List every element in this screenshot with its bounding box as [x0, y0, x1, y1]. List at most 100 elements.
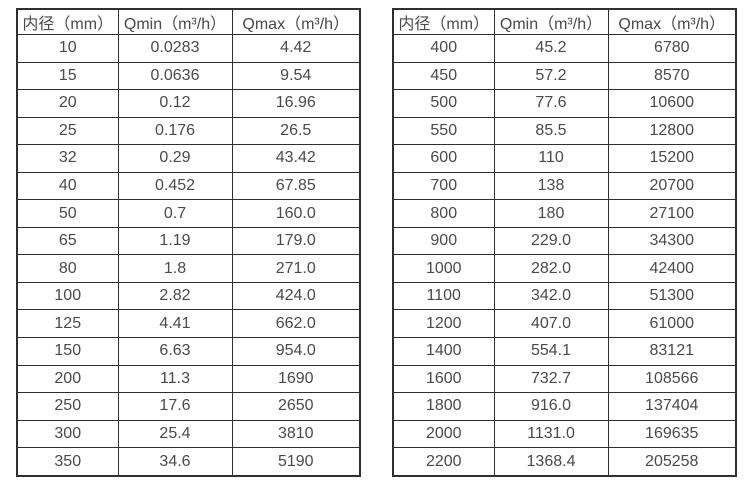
cell-qmax: 137404 — [607, 392, 737, 421]
cell-qmin: 138 — [493, 171, 609, 201]
table-row: 125 4.41 662.0 — [16, 309, 361, 339]
cell-qmin: 57.2 — [493, 61, 609, 91]
cell-qmax: 61000 — [607, 309, 737, 339]
cell-qmin: 85.5 — [493, 116, 609, 146]
cell-qmax: 662.0 — [231, 309, 361, 339]
cell-qmin: 180 — [493, 199, 609, 228]
cell-qmin: 1368.4 — [493, 447, 609, 477]
cell-diameter: 2200 — [392, 447, 495, 477]
table-row: 100 2.82 424.0 — [16, 281, 361, 311]
cell-qmin: 916.0 — [493, 392, 609, 421]
cell-diameter: 1600 — [392, 364, 495, 394]
cell-diameter: 65 — [16, 226, 119, 256]
table-row: 10 0.0283 4.42 — [16, 34, 361, 63]
table-row: 900 229.0 34300 — [392, 226, 737, 256]
cell-qmax: 271.0 — [231, 254, 361, 283]
cell-qmin: 6.63 — [117, 337, 233, 366]
cell-qmin: 34.6 — [117, 447, 233, 477]
cell-qmin: 0.0283 — [117, 34, 233, 63]
cell-qmin: 1131.0 — [493, 419, 609, 449]
cell-diameter: 1400 — [392, 337, 495, 366]
cell-qmax: 51300 — [607, 281, 737, 311]
cell-qmin: 0.176 — [117, 116, 233, 146]
cell-diameter: 200 — [16, 364, 119, 394]
column-header-diameter: 内径（mm） — [392, 8, 495, 35]
table-row: 15 0.0636 9.54 — [16, 61, 361, 91]
cell-qmax: 6780 — [607, 34, 737, 63]
cell-diameter: 15 — [16, 61, 119, 91]
cell-qmax: 424.0 — [231, 281, 361, 311]
cell-qmin: 1.19 — [117, 226, 233, 256]
cell-qmax: 26.5 — [231, 116, 361, 146]
table-row: 150 6.63 954.0 — [16, 337, 361, 366]
table-row: 2200 1368.4 205258 — [392, 447, 737, 477]
cell-qmax: 205258 — [607, 447, 737, 477]
cell-qmax: 83121 — [607, 337, 737, 366]
table-row: 1000 282.0 42400 — [392, 254, 737, 283]
cell-diameter: 2000 — [392, 419, 495, 449]
cell-qmax: 1690 — [231, 364, 361, 394]
cell-diameter: 250 — [16, 392, 119, 421]
cell-qmax: 16.96 — [231, 89, 361, 118]
cell-diameter: 1000 — [392, 254, 495, 283]
cell-qmin: 25.4 — [117, 419, 233, 449]
cell-qmin: 4.41 — [117, 309, 233, 339]
table-row: 25 0.176 26.5 — [16, 116, 361, 146]
cell-diameter: 1800 — [392, 392, 495, 421]
cell-diameter: 10 — [16, 34, 119, 63]
cell-diameter: 400 — [392, 34, 495, 63]
table-row: 1600 732.7 108566 — [392, 364, 737, 394]
table-row: 80 1.8 271.0 — [16, 254, 361, 283]
table-row: 600 110 15200 — [392, 144, 737, 173]
table-row: 20 0.12 16.96 — [16, 89, 361, 118]
cell-qmax: 34300 — [607, 226, 737, 256]
column-header-diameter: 内径（mm） — [16, 8, 119, 35]
cell-qmin: 110 — [493, 144, 609, 173]
table-row: 300 25.4 3810 — [16, 419, 361, 449]
cell-diameter: 32 — [16, 144, 119, 173]
table-row: 250 17.6 2650 — [16, 392, 361, 421]
cell-qmin: 11.3 — [117, 364, 233, 394]
cell-diameter: 350 — [16, 447, 119, 477]
column-header-qmin: Qmin（m³/h） — [493, 8, 609, 35]
cell-qmax: 20700 — [607, 171, 737, 201]
cell-qmin: 2.82 — [117, 281, 233, 311]
table-row: 800 180 27100 — [392, 199, 737, 228]
header-row: 内径（mm） Qmin（m³/h） Qmax（m³/h） — [16, 8, 361, 35]
cell-qmin: 732.7 — [493, 364, 609, 394]
cell-qmax: 108566 — [607, 364, 737, 394]
table-row: 550 85.5 12800 — [392, 116, 737, 146]
cell-qmax: 15200 — [607, 144, 737, 173]
cell-diameter: 1100 — [392, 281, 495, 311]
cell-qmax: 42400 — [607, 254, 737, 283]
cell-qmax: 27100 — [607, 199, 737, 228]
cell-qmin: 0.452 — [117, 171, 233, 201]
cell-qmin: 0.7 — [117, 199, 233, 228]
cell-qmin: 554.1 — [493, 337, 609, 366]
cell-diameter: 500 — [392, 89, 495, 118]
cell-diameter: 25 — [16, 116, 119, 146]
cell-qmin: 229.0 — [493, 226, 609, 256]
cell-qmax: 160.0 — [231, 199, 361, 228]
cell-qmax: 12800 — [607, 116, 737, 146]
table-row: 1800 916.0 137404 — [392, 392, 737, 421]
cell-diameter: 125 — [16, 309, 119, 339]
table-row: 1400 554.1 83121 — [392, 337, 737, 366]
table-row: 50 0.7 160.0 — [16, 199, 361, 228]
cell-qmax: 43.42 — [231, 144, 361, 173]
cell-qmax: 954.0 — [231, 337, 361, 366]
table-row: 65 1.19 179.0 — [16, 226, 361, 256]
table-row: 1200 407.0 61000 — [392, 309, 737, 339]
table-row: 400 45.2 6780 — [392, 34, 737, 63]
cell-diameter: 100 — [16, 281, 119, 311]
cell-qmin: 77.6 — [493, 89, 609, 118]
table-header: 内径（mm） Qmin（m³/h） Qmax（m³/h） — [392, 8, 737, 35]
table-row: 2000 1131.0 169635 — [392, 419, 737, 449]
column-header-qmin: Qmin（m³/h） — [117, 8, 233, 35]
cell-qmax: 179.0 — [231, 226, 361, 256]
cell-qmax: 3810 — [231, 419, 361, 449]
cell-qmax: 8570 — [607, 61, 737, 91]
cell-diameter: 80 — [16, 254, 119, 283]
cell-diameter: 20 — [16, 89, 119, 118]
